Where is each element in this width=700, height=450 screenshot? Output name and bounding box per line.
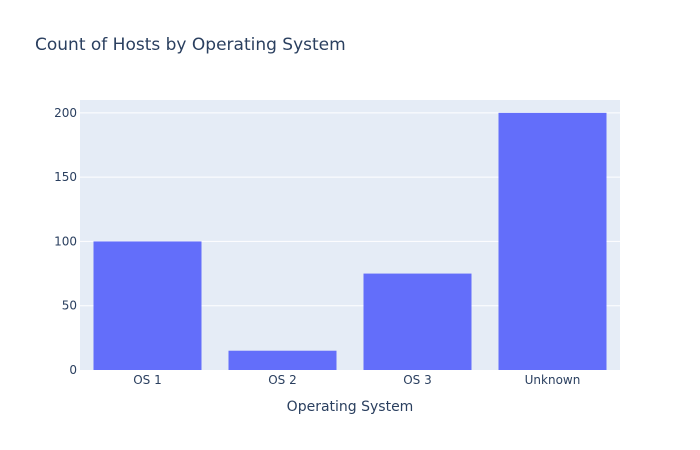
x-tick-label: OS 2	[268, 373, 297, 387]
bar	[228, 350, 337, 370]
x-tick-label: OS 1	[133, 373, 162, 387]
y-tick-label: 50	[62, 299, 77, 313]
bars	[93, 112, 607, 370]
y-tick-label: 0	[69, 363, 77, 377]
y-axis-ticks: 0 50 100 150 200	[54, 106, 77, 377]
bar	[93, 241, 202, 370]
chart-title: Count of Hosts by Operating System	[35, 35, 346, 55]
y-tick-label: 150	[54, 170, 77, 184]
y-tick-label: 100	[54, 234, 77, 248]
bar	[498, 112, 607, 370]
x-tick-label: OS 3	[403, 373, 432, 387]
x-axis-title: Operating System	[287, 399, 414, 415]
y-tick-label: 200	[54, 106, 77, 120]
bar	[363, 273, 472, 370]
x-tick-label: Unknown	[525, 373, 581, 387]
x-axis-ticks: OS 1 OS 2 OS 3 Unknown	[133, 373, 580, 387]
